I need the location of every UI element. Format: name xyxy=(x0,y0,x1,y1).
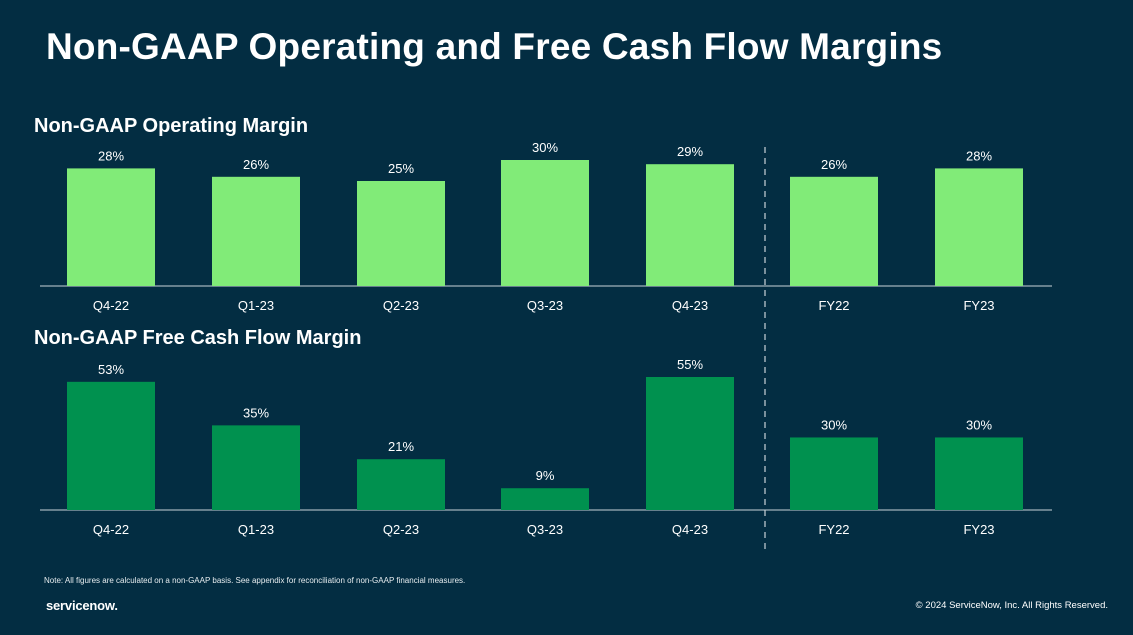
operating-margin-chart-title: Non-GAAP Operating Margin xyxy=(34,115,309,137)
fcf-bar-q1-23 xyxy=(212,425,300,510)
operating-bar-fy23 xyxy=(935,168,1023,286)
fcf-bar-q4-23 xyxy=(646,377,734,510)
operating-bar-q4-22 xyxy=(67,168,155,286)
operating-data-label-fy22: 26% xyxy=(821,157,847,172)
operating-tick-label-q4-22: Q4-22 xyxy=(93,298,129,313)
fcf-tick-label-fy22: FY22 xyxy=(818,522,849,537)
operating-tick-label-q1-23: Q1-23 xyxy=(238,298,274,313)
operating-data-label-q4-22: 28% xyxy=(98,148,124,163)
fcf-bar-q2-23 xyxy=(357,459,445,510)
fcf-tick-label-q4-23: Q4-23 xyxy=(672,522,708,537)
fcf-data-label-q2-23: 21% xyxy=(388,439,414,454)
footnote: Note: All figures are calculated on a no… xyxy=(44,576,466,585)
fcf-margin-chart: 53% Q4-22 35% Q1-23 21% Q2-23 9% Q3-23 55% Q4-23 3… xyxy=(40,357,1052,537)
operating-tick-label-fy22: FY22 xyxy=(818,298,849,313)
copyright-text: © 2024 ServiceNow, Inc. All Rights Reser… xyxy=(915,600,1108,611)
fcf-margin-chart-title: Non-GAAP Free Cash Flow Margin xyxy=(34,327,362,349)
fcf-tick-label-fy23: FY23 xyxy=(963,522,994,537)
fcf-bar-q3-23 xyxy=(501,488,589,510)
operating-data-label-q4-23: 29% xyxy=(677,144,703,159)
fcf-tick-label-q4-22: Q4-22 xyxy=(93,522,129,537)
operating-bar-q4-23 xyxy=(646,164,734,286)
page-title: Non-GAAP Operating and Free Cash Flow Ma… xyxy=(46,26,943,67)
fcf-data-label-q1-23: 35% xyxy=(243,405,269,420)
fcf-data-label-q3-23: 9% xyxy=(536,468,555,483)
operating-data-label-q1-23: 26% xyxy=(243,157,269,172)
operating-data-label-fy23: 28% xyxy=(966,148,992,163)
operating-bar-q2-23 xyxy=(357,181,445,286)
fcf-bar-q4-22 xyxy=(67,381,155,510)
operating-bar-q3-23 xyxy=(501,160,589,286)
fcf-tick-label-q3-23: Q3-23 xyxy=(527,522,563,537)
fcf-tick-label-q1-23: Q1-23 xyxy=(238,522,274,537)
operating-tick-label-q3-23: Q3-23 xyxy=(527,298,563,313)
operating-data-label-q3-23: 30% xyxy=(532,140,558,155)
fcf-data-label-fy22: 30% xyxy=(821,417,847,432)
operating-tick-label-q4-23: Q4-23 xyxy=(672,298,708,313)
operating-tick-label-q2-23: Q2-23 xyxy=(383,298,419,313)
fcf-data-label-q4-22: 53% xyxy=(98,362,124,377)
fcf-bar-fy23 xyxy=(935,437,1023,510)
fcf-data-label-q4-23: 55% xyxy=(677,357,703,372)
servicenow-logo: servicenow. xyxy=(46,598,118,613)
operating-data-label-q2-23: 25% xyxy=(388,161,414,176)
fcf-bar-fy22 xyxy=(790,437,878,510)
fcf-data-label-fy23: 30% xyxy=(966,417,992,432)
operating-tick-label-fy23: FY23 xyxy=(963,298,994,313)
fcf-tick-label-q2-23: Q2-23 xyxy=(383,522,419,537)
operating-bar-fy22 xyxy=(790,176,878,286)
operating-bar-q1-23 xyxy=(212,176,300,286)
operating-margin-chart: 28% Q4-22 26% Q1-23 25% Q2-23 30% Q3-23 29% Q4-23… xyxy=(40,140,1052,313)
